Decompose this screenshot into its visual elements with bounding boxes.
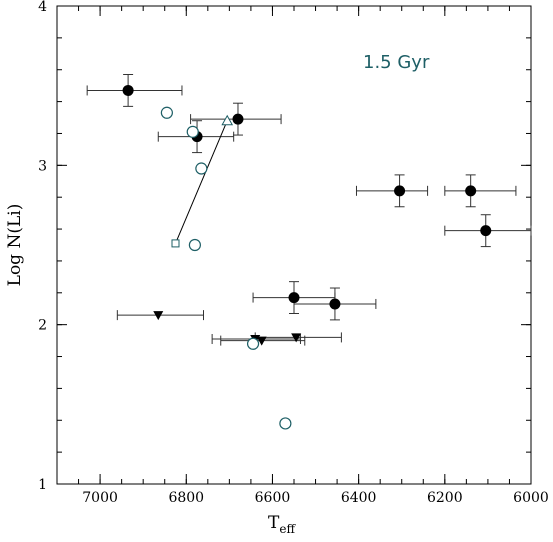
x-tick-label: 6000 bbox=[513, 490, 549, 506]
data-point-upper-limit-triangle bbox=[153, 311, 164, 321]
x-tick-label: 6800 bbox=[168, 490, 204, 506]
data-point-filled-circle bbox=[480, 225, 492, 237]
data-point-filled-circle bbox=[394, 185, 406, 197]
y-axis-label: Log N(Li) bbox=[5, 204, 25, 287]
data-point-filled-circle bbox=[329, 298, 341, 310]
x-axis-label-main: T bbox=[268, 513, 280, 533]
data-point-upper-limit-triangle bbox=[256, 336, 267, 346]
annotation-label: 1.5 Gyr bbox=[363, 52, 430, 73]
data-point-open-circle bbox=[160, 106, 173, 119]
data-point-open-circle bbox=[186, 125, 199, 138]
data-point-filled-circle bbox=[288, 292, 300, 304]
x-tick-label: 6400 bbox=[341, 490, 377, 506]
data-point-open-circle bbox=[195, 162, 208, 175]
data-point-filled-circle bbox=[122, 84, 134, 96]
y-tick-label: 4 bbox=[38, 0, 47, 15]
data-point-open-circle bbox=[246, 337, 260, 350]
x-tick-label: 6600 bbox=[255, 490, 291, 506]
data-point-filled-circle bbox=[232, 113, 244, 125]
error-bars bbox=[86, 74, 532, 346]
data-point-upper-limit-triangle bbox=[291, 333, 302, 343]
minor-ticks bbox=[56, 5, 532, 485]
x-axis-label: Teff bbox=[268, 513, 296, 536]
x-tick-labels: 7000 6800 6600 6400 6200 6000 bbox=[82, 490, 549, 506]
track-polyline bbox=[175, 120, 228, 244]
y-tick-labels: 1 2 3 4 bbox=[38, 0, 47, 493]
y-tick-label: 2 bbox=[38, 318, 47, 334]
data-point-open-square bbox=[171, 239, 180, 248]
y-tick-label: 1 bbox=[38, 477, 47, 493]
data-point-open-circle bbox=[279, 417, 292, 430]
track-line bbox=[175, 120, 228, 244]
data-point-filled-circle bbox=[465, 185, 477, 197]
x-tick-label: 7000 bbox=[82, 490, 118, 506]
y-tick-label: 3 bbox=[38, 158, 47, 174]
data-markers bbox=[122, 84, 492, 430]
x-tick-label: 6200 bbox=[427, 490, 463, 506]
x-axis-label-sub: eff bbox=[279, 522, 296, 536]
data-point-open-triangle bbox=[221, 114, 234, 126]
plot-frame bbox=[56, 5, 532, 485]
data-point-open-circle bbox=[188, 238, 201, 252]
